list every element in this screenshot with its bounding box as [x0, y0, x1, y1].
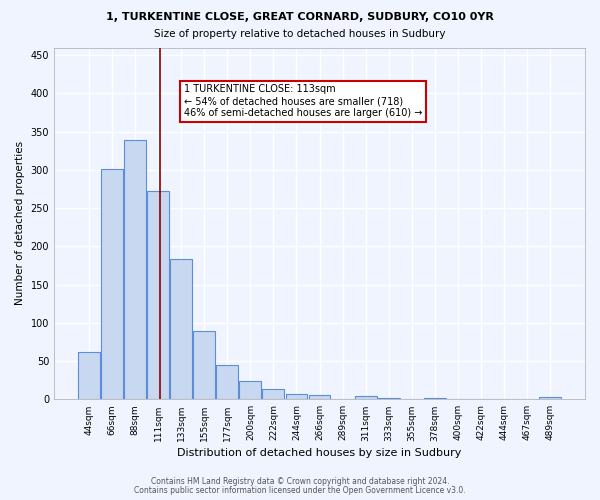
Bar — [239, 381, 262, 400]
Bar — [78, 352, 100, 400]
Text: Size of property relative to detached houses in Sudbury: Size of property relative to detached ho… — [154, 29, 446, 39]
Text: 1 TURKENTINE CLOSE: 113sqm
← 54% of detached houses are smaller (718)
46% of sem: 1 TURKENTINE CLOSE: 113sqm ← 54% of deta… — [184, 84, 422, 117]
Bar — [124, 140, 146, 400]
Bar — [262, 388, 284, 400]
Bar — [170, 258, 192, 400]
Bar — [516, 398, 538, 400]
Bar — [217, 365, 238, 400]
Y-axis label: Number of detached properties: Number of detached properties — [15, 142, 25, 306]
Bar — [424, 398, 446, 400]
Text: 1, TURKENTINE CLOSE, GREAT CORNARD, SUDBURY, CO10 0YR: 1, TURKENTINE CLOSE, GREAT CORNARD, SUDB… — [106, 12, 494, 22]
Bar — [193, 332, 215, 400]
X-axis label: Distribution of detached houses by size in Sudbury: Distribution of detached houses by size … — [178, 448, 462, 458]
Bar — [539, 397, 561, 400]
Text: Contains public sector information licensed under the Open Government Licence v3: Contains public sector information licen… — [134, 486, 466, 495]
Bar — [147, 190, 169, 400]
Bar — [470, 398, 492, 400]
Bar — [377, 398, 400, 400]
Bar — [286, 394, 307, 400]
Bar — [308, 396, 331, 400]
Text: Contains HM Land Registry data © Crown copyright and database right 2024.: Contains HM Land Registry data © Crown c… — [151, 477, 449, 486]
Bar — [101, 169, 123, 400]
Bar — [332, 398, 353, 400]
Bar — [355, 396, 377, 400]
Bar — [401, 398, 422, 400]
